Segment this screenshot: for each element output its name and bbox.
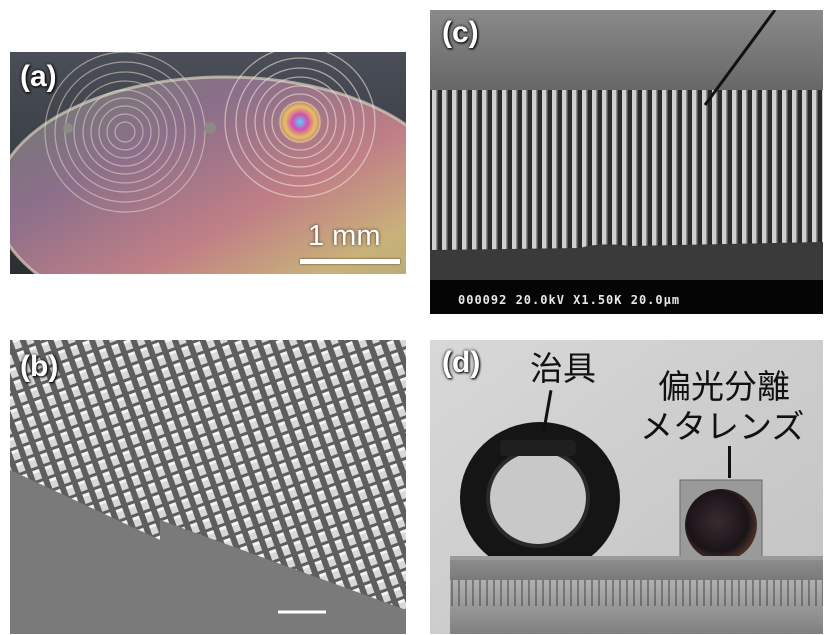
panel-d-photo: (d) 治具 偏光分離 メタレンズ xyxy=(430,340,823,634)
scale-bar-label: 1 mm xyxy=(308,220,381,252)
panel-b-label: (b) xyxy=(20,350,59,383)
panel-b-sem: (b) xyxy=(10,340,406,634)
metalens-leader-line xyxy=(728,446,731,478)
metalens-photo-image xyxy=(10,52,406,274)
jig-label: 治具 xyxy=(530,349,596,388)
panel-c-label: (c) xyxy=(442,16,479,49)
panel-d-label: (d) xyxy=(442,346,481,379)
panel-c-sem: (c) 000092 20.0kV X1.50K 20.0µm xyxy=(430,10,823,314)
panel-a-label: (a) xyxy=(20,60,57,93)
pillar-array-sem-image xyxy=(10,340,406,634)
pillar-cross-section-sem-image xyxy=(430,10,823,314)
jig-and-metalens-photo-image xyxy=(430,340,823,634)
metalens-label-line1: 偏光分離 xyxy=(658,367,790,406)
sem-info-bar: 000092 20.0kV X1.50K 20.0µm xyxy=(458,293,681,307)
metalens-label-line2: メタレンズ xyxy=(640,407,805,446)
panel-a-photo: (a) 1 mm xyxy=(10,52,406,274)
scale-bar xyxy=(300,259,400,264)
